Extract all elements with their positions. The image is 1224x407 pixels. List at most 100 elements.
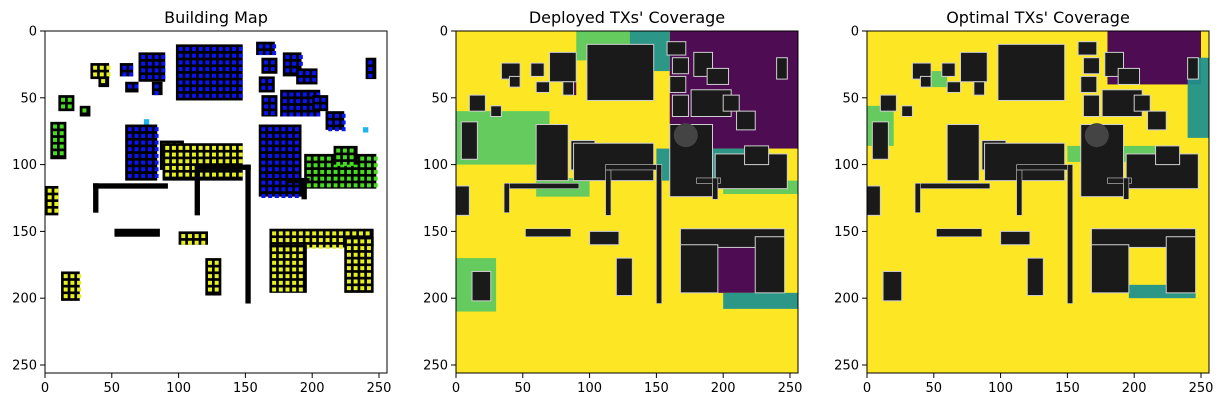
transmitter	[178, 165, 183, 170]
transmitter	[171, 159, 176, 164]
building	[50, 121, 67, 160]
transmitter	[346, 246, 351, 251]
building	[973, 81, 986, 96]
transmitter	[320, 169, 325, 174]
transmitter	[353, 252, 358, 257]
transmitter	[302, 112, 307, 117]
transmitter	[225, 67, 230, 72]
transmitter	[185, 152, 190, 157]
transmitter	[282, 92, 287, 97]
coverage-region	[723, 292, 798, 309]
wall	[503, 182, 580, 189]
transmitter	[360, 259, 365, 264]
transmitter	[274, 193, 279, 198]
transmitter	[194, 240, 199, 245]
transmitter	[218, 73, 223, 78]
transmitter	[154, 127, 159, 132]
transmitter	[181, 234, 186, 239]
optimal-coverage-plot	[866, 31, 1209, 373]
transmitter	[265, 44, 270, 49]
transmitter	[360, 169, 365, 174]
transmitter	[294, 187, 299, 192]
transmitter	[312, 238, 317, 243]
transmitter	[205, 159, 210, 164]
transmitter	[147, 167, 152, 172]
transmitter	[70, 280, 75, 285]
transmitter	[346, 183, 351, 188]
transmitter	[211, 93, 216, 98]
transmitter	[360, 183, 365, 188]
transmitter	[218, 172, 223, 177]
building	[776, 57, 788, 80]
transmitter	[225, 87, 230, 92]
transmitter	[353, 279, 358, 284]
transmitter	[264, 97, 269, 102]
transmitter	[334, 120, 339, 125]
wall	[503, 182, 510, 213]
transmitter	[268, 193, 273, 198]
transmitter	[147, 75, 152, 80]
transmitter	[232, 73, 237, 78]
transmitter	[161, 68, 166, 73]
transmitter	[289, 105, 294, 110]
transmitter	[366, 183, 371, 188]
transmitter	[232, 87, 237, 92]
building	[460, 121, 478, 160]
y-tick-label: 50	[431, 91, 448, 106]
transmitter	[187, 234, 192, 239]
transmitter	[349, 161, 354, 166]
building	[871, 121, 889, 160]
transmitter	[218, 67, 223, 72]
transmitter	[54, 202, 59, 207]
transmitter	[270, 104, 275, 109]
transmitter	[294, 133, 299, 138]
building	[530, 62, 545, 77]
transmitter	[178, 60, 183, 65]
transmitter	[218, 93, 223, 98]
transmitter	[127, 140, 132, 145]
transmitter	[53, 151, 58, 156]
transmitter	[185, 93, 190, 98]
transmitter	[205, 172, 210, 177]
x-tick-label: 100	[166, 381, 191, 396]
building	[535, 81, 551, 93]
plot-frame	[455, 30, 799, 374]
transmitter	[353, 266, 358, 271]
transmitter	[198, 53, 203, 58]
transmitter	[325, 231, 330, 236]
transmitter	[298, 267, 303, 272]
transmitter	[334, 113, 339, 118]
transmitter	[141, 75, 146, 80]
deployed-coverage-axes: 0 50 100 150 200 250 0 50 100 150 200 250	[423, 25, 802, 397]
x-tick-label: 150	[233, 381, 258, 396]
transmitter	[261, 193, 266, 198]
transmitter	[270, 111, 275, 116]
transmitter	[185, 80, 190, 85]
building	[901, 105, 913, 117]
transmitter	[373, 169, 378, 174]
building	[261, 95, 278, 117]
transmitter	[127, 153, 132, 158]
transmitter	[305, 71, 310, 76]
transmitter	[154, 68, 159, 73]
y-tick-label: 100	[12, 158, 37, 173]
wall	[656, 164, 663, 304]
transmitter	[353, 239, 358, 244]
transmitter	[225, 172, 230, 177]
transmitter	[141, 55, 146, 60]
transmitter	[101, 79, 106, 84]
transmitter	[298, 238, 303, 243]
transmitter	[194, 234, 199, 239]
transmitter	[77, 280, 82, 285]
transmitter	[122, 72, 127, 77]
transmitter	[265, 51, 270, 56]
x-tick-label: 150	[1055, 381, 1080, 396]
transmitter	[285, 260, 290, 265]
transmitter	[309, 92, 314, 97]
transmitter	[134, 133, 139, 138]
transmitter	[70, 294, 75, 299]
transmitter	[298, 260, 303, 265]
transmitter	[292, 287, 297, 292]
transmitter	[185, 145, 190, 150]
transmitter	[325, 244, 330, 249]
